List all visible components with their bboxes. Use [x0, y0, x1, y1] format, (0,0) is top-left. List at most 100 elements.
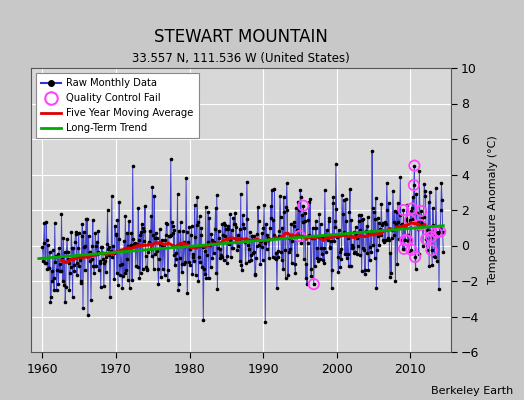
- Point: [408, 205, 416, 212]
- Point: [165, 233, 173, 240]
- Point: [408, 205, 416, 212]
- Point: [400, 224, 409, 231]
- Point: [347, 217, 355, 224]
- Point: [403, 238, 412, 244]
- Point: [146, 246, 155, 252]
- Point: [363, 223, 371, 229]
- Point: [345, 209, 354, 215]
- Point: [68, 245, 76, 251]
- Point: [171, 262, 179, 269]
- Point: [222, 226, 230, 232]
- Point: [260, 240, 269, 246]
- Point: [267, 214, 276, 221]
- Point: [91, 262, 99, 269]
- Point: [44, 242, 52, 248]
- Point: [89, 263, 97, 269]
- Point: [135, 275, 144, 281]
- Point: [166, 233, 174, 239]
- Point: [342, 218, 351, 224]
- Point: [51, 259, 60, 266]
- Point: [38, 244, 47, 250]
- Point: [229, 214, 237, 221]
- Point: [296, 187, 304, 193]
- Point: [142, 264, 150, 270]
- Point: [428, 247, 436, 254]
- Point: [289, 223, 298, 229]
- Point: [314, 257, 322, 264]
- Point: [263, 232, 271, 238]
- Point: [361, 271, 369, 277]
- Point: [248, 232, 257, 239]
- Point: [275, 228, 283, 234]
- Point: [345, 262, 353, 269]
- Point: [261, 221, 270, 228]
- Point: [116, 262, 125, 268]
- Point: [145, 239, 153, 245]
- Point: [319, 256, 327, 263]
- Point: [139, 237, 148, 244]
- Point: [80, 229, 88, 235]
- Point: [179, 228, 187, 234]
- Point: [110, 250, 118, 256]
- Point: [178, 260, 187, 267]
- Point: [138, 220, 146, 227]
- Point: [398, 237, 406, 243]
- Point: [247, 257, 255, 264]
- Point: [227, 227, 236, 234]
- Point: [413, 226, 422, 232]
- Point: [346, 262, 355, 269]
- Point: [309, 234, 318, 240]
- Point: [163, 277, 172, 283]
- Point: [143, 266, 151, 272]
- Point: [92, 263, 101, 269]
- Point: [63, 236, 71, 242]
- Point: [411, 254, 419, 260]
- Point: [135, 236, 143, 243]
- Point: [132, 263, 140, 270]
- Point: [99, 256, 107, 262]
- Point: [282, 180, 291, 186]
- Point: [239, 221, 247, 227]
- Point: [74, 244, 82, 251]
- Point: [81, 266, 89, 273]
- Point: [202, 275, 211, 281]
- Point: [433, 258, 441, 264]
- Point: [296, 233, 304, 239]
- Point: [340, 229, 348, 235]
- Point: [95, 267, 103, 273]
- Point: [220, 220, 228, 226]
- Point: [89, 217, 97, 223]
- Point: [296, 233, 304, 239]
- Point: [379, 239, 388, 245]
- Point: [328, 285, 336, 291]
- Point: [168, 222, 177, 229]
- Point: [184, 239, 192, 246]
- Point: [403, 202, 411, 208]
- Point: [105, 252, 114, 258]
- Point: [42, 218, 50, 225]
- Point: [429, 205, 437, 211]
- Point: [420, 181, 429, 187]
- Point: [265, 255, 273, 261]
- Point: [315, 211, 323, 217]
- Point: [194, 278, 203, 284]
- Point: [285, 249, 293, 256]
- Point: [249, 249, 258, 255]
- Point: [221, 222, 230, 228]
- Point: [322, 248, 330, 255]
- Point: [335, 226, 343, 233]
- Point: [230, 220, 238, 227]
- Point: [257, 238, 265, 244]
- Point: [237, 262, 246, 269]
- Point: [274, 254, 282, 260]
- Point: [239, 224, 248, 231]
- Point: [93, 248, 102, 255]
- Point: [213, 286, 222, 292]
- Point: [331, 218, 339, 225]
- Point: [376, 232, 385, 238]
- Point: [283, 207, 291, 213]
- Point: [96, 260, 104, 266]
- Point: [366, 244, 375, 250]
- Point: [314, 234, 323, 241]
- Point: [210, 239, 219, 245]
